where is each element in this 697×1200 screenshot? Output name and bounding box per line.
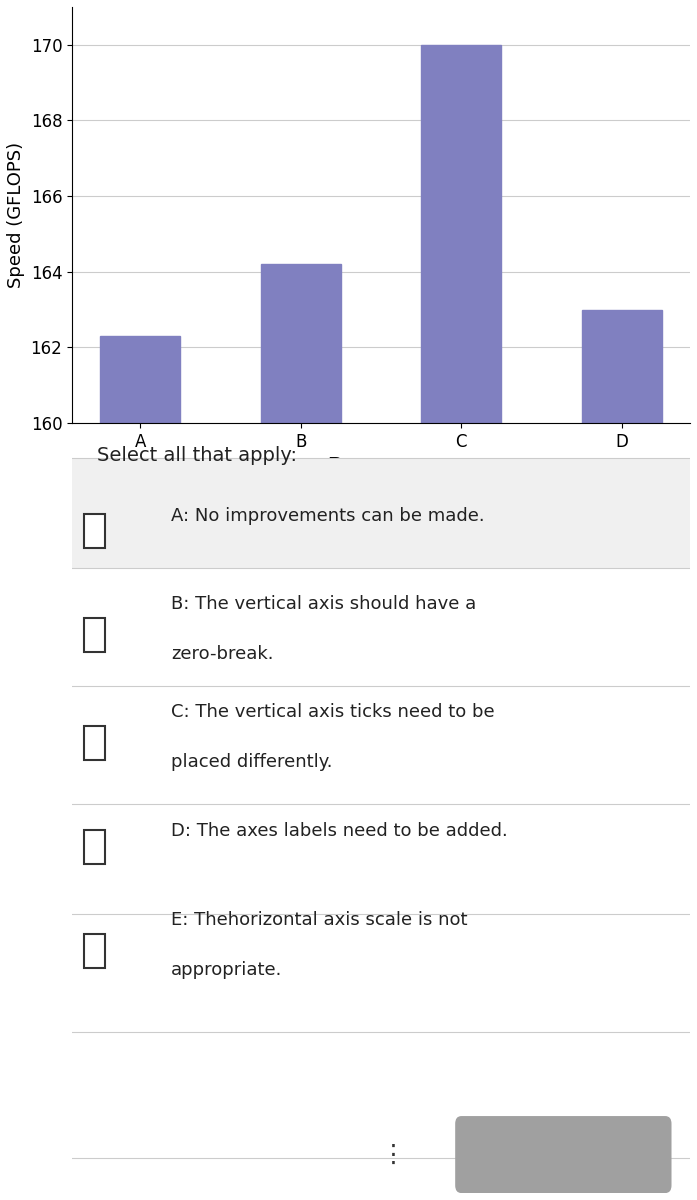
Bar (261, 264, 341, 424)
Text: zero-break.: zero-break. (171, 646, 273, 664)
Text: ⋮: ⋮ (381, 1142, 406, 1166)
FancyBboxPatch shape (84, 830, 105, 864)
Text: B: The vertical axis should have a: B: The vertical axis should have a (171, 595, 476, 613)
FancyBboxPatch shape (84, 515, 105, 548)
Bar (582, 310, 662, 424)
FancyBboxPatch shape (84, 618, 105, 652)
Text: E: Thehorizontal axis scale is not: E: Thehorizontal axis scale is not (171, 911, 468, 929)
Text: Select all that apply:: Select all that apply: (97, 446, 297, 466)
FancyBboxPatch shape (455, 1116, 671, 1193)
Text: C: The vertical axis ticks need to be: C: The vertical axis ticks need to be (171, 703, 494, 721)
X-axis label: Processor: Processor (327, 456, 435, 475)
FancyBboxPatch shape (84, 726, 105, 760)
Text: D: The axes labels need to be added.: D: The axes labels need to be added. (171, 822, 507, 840)
Text: appropriate.: appropriate. (171, 961, 282, 979)
Bar (72, 458, 690, 568)
FancyBboxPatch shape (84, 934, 105, 968)
Text: placed differently.: placed differently. (171, 752, 332, 770)
Bar (421, 44, 501, 424)
Text: A: No improvements can be made.: A: No improvements can be made. (171, 506, 484, 524)
Text: SUBMIT: SUBMIT (524, 1146, 602, 1164)
Y-axis label: Speed (GFLOPS): Speed (GFLOPS) (7, 142, 25, 288)
Bar (100, 336, 181, 424)
